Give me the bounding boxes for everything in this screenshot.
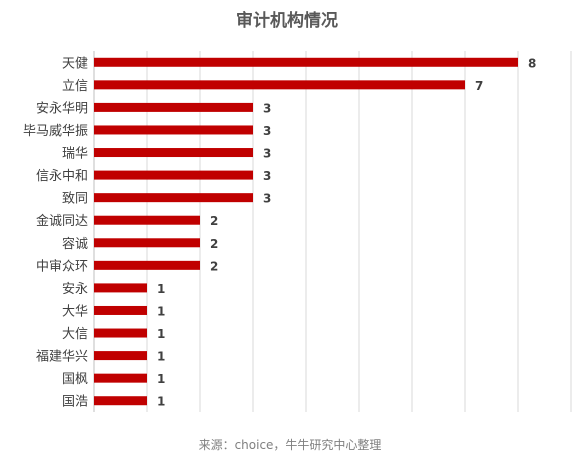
category-label: 立信: [62, 79, 88, 94]
data-labels: 8 7 3 3 3 3 3 2 2 2 1 1 1 1 1 1: [157, 56, 536, 408]
category-label: 容诚: [62, 236, 88, 252]
data-label: 1: [157, 282, 165, 296]
data-label: 3: [263, 192, 271, 206]
data-label: 2: [210, 259, 218, 273]
bar: [94, 351, 147, 361]
category-label: 毕马威华振: [23, 124, 88, 139]
bar: [94, 80, 465, 90]
category-label: 瑞华: [62, 147, 88, 162]
chart-title: 审计机构情况: [236, 10, 338, 31]
data-label: 8: [528, 56, 536, 70]
bars: [94, 57, 518, 406]
bar: [94, 238, 200, 248]
data-label: 2: [210, 237, 218, 251]
bar: [94, 260, 200, 270]
category-label: 安永: [62, 282, 88, 297]
data-label: 1: [157, 350, 165, 364]
bar: [94, 102, 253, 112]
bar: [94, 396, 147, 406]
bar: [94, 373, 147, 383]
category-label: 福建华兴: [36, 350, 88, 365]
data-label: 1: [157, 395, 165, 409]
bar: [94, 57, 518, 67]
data-label: 3: [263, 147, 271, 161]
bar: [94, 305, 147, 315]
data-label: 2: [210, 214, 218, 228]
bar: [94, 193, 253, 203]
category-label: 天健: [62, 56, 88, 71]
category-label: 安永华明: [36, 101, 88, 116]
data-label: 7: [475, 79, 483, 93]
category-label: 国枫: [62, 372, 88, 387]
bar: [94, 125, 253, 135]
bar: [94, 283, 147, 293]
category-label: 致同: [62, 192, 88, 207]
chart-source: 来源：choice，牛牛研究中心整理: [199, 437, 382, 452]
data-label: 1: [157, 304, 165, 318]
category-labels: 天健立信安永华明毕马威华振瑞华信永中和致同金诚同达容诚中审众环安永大华大信福建华…: [23, 56, 88, 409]
data-label: 1: [157, 372, 165, 386]
category-label: 金诚同达: [36, 213, 88, 229]
category-label: 中审众环: [36, 259, 88, 274]
bar: [94, 328, 147, 338]
data-label: 3: [263, 169, 271, 183]
category-label: 大信: [62, 327, 88, 342]
data-label: 1: [157, 327, 165, 341]
data-label: 3: [263, 101, 271, 115]
category-label: 大华: [62, 304, 88, 319]
category-label: 国浩: [62, 395, 88, 410]
bar: [94, 148, 253, 158]
category-label: 信永中和: [36, 169, 88, 184]
data-label: 3: [263, 124, 271, 138]
bar: [94, 170, 253, 180]
bar: [94, 215, 200, 225]
